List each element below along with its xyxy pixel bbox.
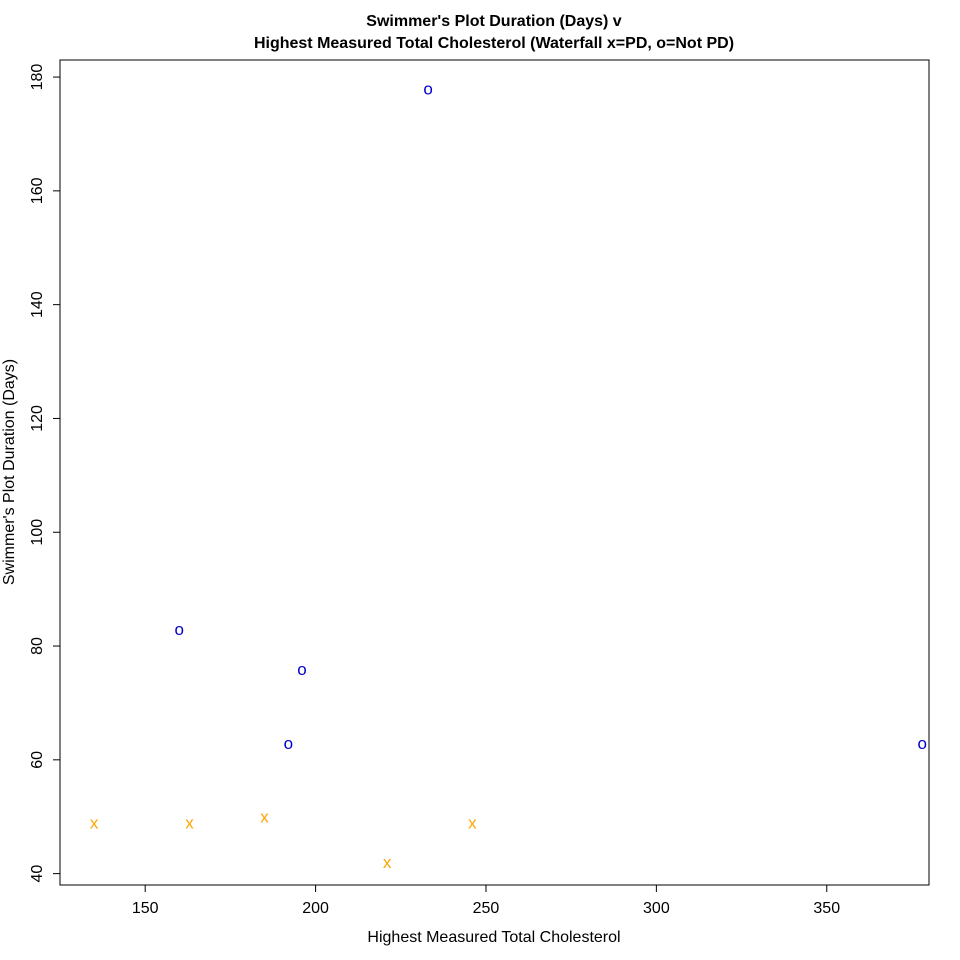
data-point-x-marker: x	[185, 813, 194, 832]
x-tick-label: 250	[473, 900, 500, 917]
y-axis: 40 60 80 100 120 140 160 180	[29, 64, 60, 883]
y-tick-label: 100	[29, 519, 46, 546]
data-points: x x x x x o o o o o	[90, 79, 927, 872]
y-tick-label: 80	[29, 637, 46, 655]
x-tick-label: 200	[302, 900, 329, 917]
chart-subtitle: Highest Measured Total Cholesterol (Wate…	[254, 35, 734, 52]
data-point-x-marker: x	[468, 813, 477, 832]
x-tick-label: 150	[132, 900, 159, 917]
data-point-o-marker: o	[297, 660, 306, 679]
y-tick-label: 60	[29, 751, 46, 769]
x-tick-label: 300	[643, 900, 670, 917]
data-point-x-marker: x	[90, 813, 99, 832]
y-tick-label: 160	[29, 177, 46, 204]
data-point-o-marker: o	[284, 734, 293, 753]
x-tick-label: 350	[813, 900, 840, 917]
plot-frame	[59, 59, 930, 886]
x-axis-label: Highest Measured Total Cholesterol	[367, 929, 620, 946]
data-point-x-marker: x	[383, 853, 392, 872]
x-axis: 150 200 250 300 350	[132, 885, 840, 917]
y-tick-label: 180	[29, 64, 46, 91]
y-tick-label: 140	[29, 291, 46, 318]
data-point-x-marker: x	[260, 808, 269, 827]
chart-title: Swimmer's Plot Duration (Days) v	[366, 13, 622, 30]
data-point-o-marker: o	[917, 734, 926, 753]
y-axis-label: Swimmer's Plot Duration (Days)	[1, 359, 18, 585]
y-tick-label: 120	[29, 405, 46, 432]
data-point-o-marker: o	[423, 79, 432, 98]
data-point-o-marker: o	[175, 620, 184, 639]
y-tick-label: 40	[29, 865, 46, 883]
